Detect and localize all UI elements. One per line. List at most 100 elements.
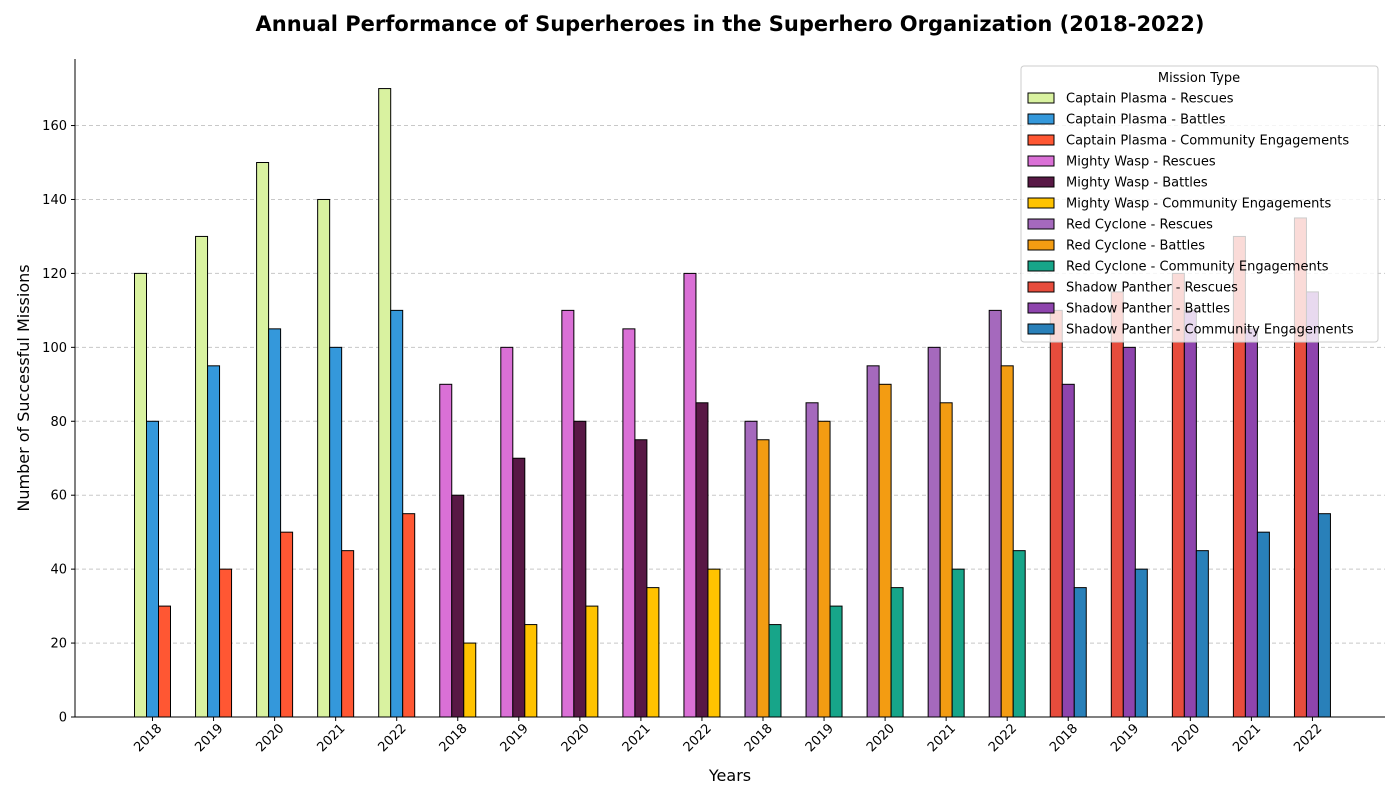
- legend-entry: Red Cyclone - Battles: [1066, 239, 1205, 254]
- bar: [1061, 383, 1075, 718]
- bar: [683, 272, 697, 718]
- x-tick-label: 2020: [1169, 721, 1203, 755]
- bar: [463, 642, 477, 718]
- legend-swatch: [1027, 281, 1055, 293]
- bar: [1183, 309, 1197, 718]
- legend-entry: Shadow Panther - Battles: [1066, 302, 1230, 317]
- bar: [768, 624, 782, 718]
- bar: [268, 328, 282, 718]
- x-tick-label: 2020: [864, 721, 898, 755]
- bar: [378, 88, 392, 718]
- bar: [219, 568, 233, 718]
- bar: [1317, 513, 1331, 718]
- legend-swatch: [1027, 302, 1055, 314]
- bar: [1000, 365, 1014, 718]
- bar: [866, 365, 880, 718]
- x-tick-label: 2021: [1230, 721, 1264, 755]
- bar: [1012, 550, 1026, 718]
- bar: [146, 420, 159, 718]
- bar: [951, 568, 965, 718]
- bar: [561, 309, 575, 718]
- x-tick-label: 2022: [681, 721, 715, 755]
- y-grid: [75, 125, 1385, 644]
- bar: [744, 420, 758, 718]
- y-tick-label: 20: [50, 637, 67, 652]
- legend-swatch: [1027, 260, 1055, 272]
- bar: [573, 420, 587, 718]
- bar: [280, 531, 294, 718]
- legend-entry: Shadow Panther - Community Engagements: [1066, 323, 1354, 338]
- bar: [988, 309, 1002, 718]
- x-tick-label: 2020: [253, 721, 287, 755]
- legend-entry: Red Cyclone - Rescues: [1066, 218, 1213, 233]
- bar: [1073, 587, 1087, 718]
- bar: [500, 346, 514, 718]
- y-tick-label: 120: [42, 267, 67, 282]
- bar: [256, 162, 270, 718]
- bar: [317, 198, 331, 718]
- bar: [1134, 568, 1148, 718]
- bar: [1256, 531, 1270, 718]
- bar: [585, 605, 599, 718]
- bar: [939, 402, 953, 718]
- legend-swatch: [1027, 176, 1055, 188]
- x-tick-label: 2021: [925, 721, 959, 755]
- bar: [195, 235, 209, 718]
- legend-entry: Mighty Wasp - Rescues: [1066, 155, 1216, 170]
- legend-entry: Shadow Panther - Rescues: [1066, 281, 1238, 296]
- x-tick-label: 2021: [314, 721, 348, 755]
- bar: [134, 272, 147, 718]
- x-tick-label: 2022: [986, 721, 1020, 755]
- x-tick-label: 2020: [559, 721, 593, 755]
- legend-swatch: [1027, 134, 1055, 146]
- bar: [451, 494, 465, 718]
- bar: [1244, 328, 1258, 718]
- legend-swatch: [1027, 197, 1055, 209]
- x-tick-label: 2019: [803, 721, 837, 755]
- y-axis-label: Number of Successful Missions: [14, 264, 33, 511]
- x-ticks: 2018 2019 2020 2021 2022 2018 2019 2020 2021 2022…: [131, 717, 1325, 755]
- legend-swatch: [1027, 155, 1055, 167]
- x-tick-label: 2018: [437, 721, 471, 755]
- legend-entry: Mighty Wasp - Battles: [1066, 176, 1208, 191]
- x-tick-label: 2019: [192, 721, 226, 755]
- bar: [646, 587, 660, 718]
- y-tick-label: 40: [50, 563, 67, 578]
- bar: [805, 402, 819, 718]
- y-tick-label: 140: [42, 193, 67, 208]
- y-tick-label: 160: [42, 119, 67, 134]
- y-ticks: 0 20 40 60 80 100 120 140 160: [42, 119, 75, 726]
- x-tick-label: 2022: [1291, 721, 1325, 755]
- legend-frame: [1020, 65, 1379, 343]
- bar: [707, 568, 721, 718]
- bar: [695, 402, 709, 718]
- legend-entry: Captain Plasma - Rescues: [1066, 92, 1234, 107]
- legend-swatch: [1027, 218, 1055, 230]
- legend-entry: Captain Plasma - Community Engagements: [1066, 134, 1349, 149]
- x-tick-label: 2018: [742, 721, 776, 755]
- bar: [207, 365, 221, 718]
- bars: [134, 88, 1331, 718]
- y-tick-label: 100: [42, 341, 67, 356]
- legend: Mission Type Captain Plasma - Rescues Cap…: [1020, 65, 1379, 343]
- bar: [829, 605, 843, 718]
- x-tick-label: 2018: [131, 721, 165, 755]
- legend-entry: Captain Plasma - Battles: [1066, 113, 1226, 128]
- legend-title: Mission Type: [1158, 71, 1240, 86]
- y-tick-label: 80: [50, 415, 67, 430]
- bar: [1122, 346, 1136, 718]
- legend-swatch: [1027, 113, 1055, 125]
- x-tick-label: 2019: [498, 721, 532, 755]
- bar: [622, 328, 636, 718]
- x-tick-label: 2019: [1108, 721, 1142, 755]
- bar: [1305, 291, 1319, 718]
- x-tick-label: 2018: [1047, 721, 1081, 755]
- legend-entry: Red Cyclone - Community Engagements: [1066, 260, 1329, 275]
- bar: [1195, 550, 1209, 718]
- axes: [74, 59, 1385, 718]
- bar: [878, 383, 892, 718]
- bar: [1049, 309, 1063, 718]
- bar: [402, 513, 416, 718]
- bar: [634, 439, 648, 718]
- x-tick-label: 2021: [620, 721, 654, 755]
